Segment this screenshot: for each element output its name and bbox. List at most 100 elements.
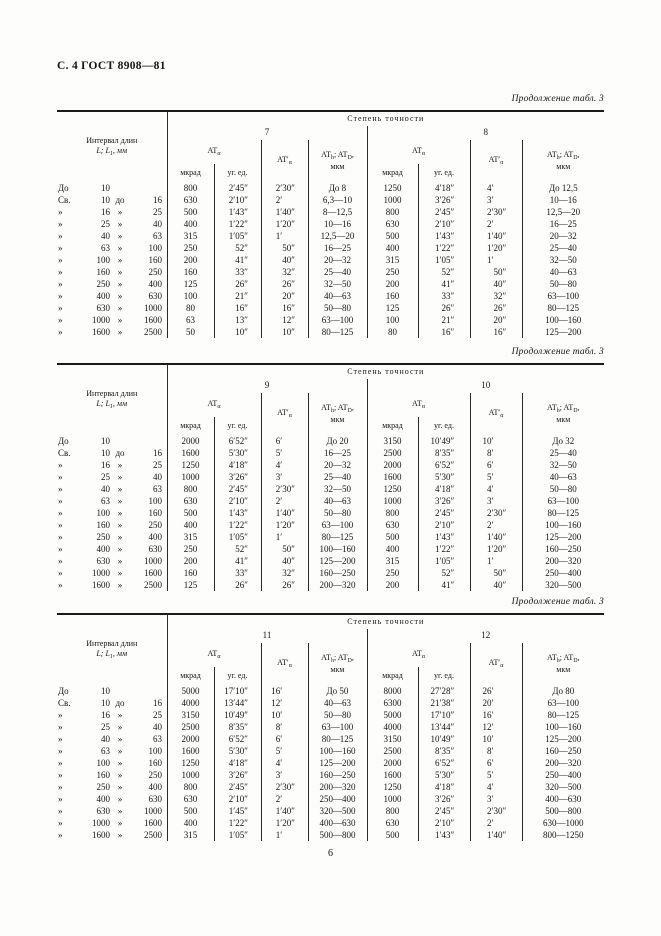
angle-value: 3′ (262, 471, 307, 483)
angle-seconds: 10″ (441, 520, 455, 530)
at-hd-header: ATh; ATD, мкм (307, 643, 368, 685)
angle-value: 3′ (471, 194, 521, 206)
cell-at-alpha-prime: 1′ 20″ (260, 817, 309, 829)
interval-part: 160 (148, 255, 163, 265)
cell-angular-units: 26″ (213, 278, 262, 290)
angle-value: 3′ 26″ (419, 793, 469, 805)
angle-value: 52″ (215, 543, 260, 555)
angle-minutes (215, 290, 235, 302)
interval-part: 1000 (92, 818, 110, 828)
interval-part: 630 (148, 291, 163, 301)
angle-minutes: 17′ (224, 686, 236, 696)
cell-at-hd: 80—125 (521, 302, 605, 314)
angle-seconds: 26″ (441, 496, 455, 506)
interval-part (130, 685, 162, 697)
angle-seconds (493, 697, 521, 709)
angle-value: 8′ 35″ (419, 745, 469, 757)
angle-value: 41″ (419, 579, 469, 591)
interval-part: » (58, 722, 63, 732)
cell-at-hd: 40—63 (307, 290, 368, 302)
angle-minutes: 1′ (275, 207, 283, 217)
angle-minutes: 8′ (434, 448, 442, 458)
cell-angular-units: 52″ (213, 543, 262, 555)
angle-seconds (282, 194, 307, 206)
header-row-1: Интервал длин L; L1, мм Степень точности (57, 364, 605, 435)
angle-seconds: 16″ (282, 303, 295, 313)
angle-minutes (419, 266, 441, 278)
interval-part: 1600 (92, 327, 110, 337)
cell-at-alpha-prime: 32″ (260, 266, 309, 278)
cell-angular-units: 52″ (213, 242, 262, 254)
angle-minutes: 2′ (486, 806, 494, 816)
cell-at-alpha-prime: 20″ (469, 314, 523, 326)
angle-minutes: 2′ (434, 219, 442, 229)
interval-part: 160 (148, 508, 163, 518)
angle-value: 4′ (262, 459, 307, 471)
angle-seconds: 32″ (493, 291, 507, 301)
angle-seconds: 41″ (441, 580, 455, 590)
angle-seconds (282, 435, 307, 447)
angle-minutes: 4′ (486, 782, 494, 792)
angle-value: 2′ 30″ (471, 507, 521, 519)
at-hd-header: ATh; ATD, мкм (521, 643, 605, 685)
angle-value: 4′ (262, 757, 307, 769)
cell-at-alpha-prime: 2′ 30″ (469, 507, 523, 519)
cell-at-hd: 320—500 (521, 781, 605, 793)
angle-value: 4′ (471, 781, 521, 793)
interval-part (130, 435, 162, 447)
interval-part: 10 (101, 183, 110, 193)
cell-interval: » 40 » 63 (57, 230, 168, 242)
cell-microrad: 315 (366, 555, 419, 567)
angle-seconds (493, 745, 521, 757)
interval-part: 400 (96, 794, 111, 804)
cell-at-alpha-prime: 1′ 40″ (469, 829, 523, 841)
angle-value: 3′ 26″ (215, 769, 260, 781)
cell-angular-units: 2′ 45″ (213, 182, 262, 194)
table-3-wrap: Интервал длин L; L1, мм Степень точности 11… (57, 613, 605, 841)
angle-seconds: 30″ (282, 183, 295, 193)
angle-seconds (493, 781, 521, 793)
cell-interval: » 160 » 250 (57, 519, 168, 531)
cell-at-alpha-prime: 10′ (260, 709, 309, 721)
table-2-wrap: Интервал длин L; L1, мм Степень точности 9 1… (57, 363, 605, 591)
interval-part: » (117, 806, 123, 816)
angle-minutes: 5′ (228, 746, 236, 756)
interval-part: 250 (148, 770, 163, 780)
cell-angular-units: 41″ (417, 579, 471, 591)
angle-seconds: 45″ (441, 207, 455, 217)
angle-seconds: 45″ (235, 782, 248, 792)
cell-at-hd: 20—32 (521, 230, 605, 242)
angle-minutes (215, 567, 235, 579)
cell-microrad: 5000 (166, 685, 215, 697)
angle-seconds: 21″ (235, 291, 248, 301)
angle-value: 1′ 40″ (262, 206, 307, 218)
angle-minutes: 1′ (275, 231, 283, 241)
angle-value: 2′ 30″ (471, 206, 521, 218)
angle-minutes (262, 242, 282, 254)
angle-value: 10′ 49″ (419, 435, 469, 447)
angle-value: 10′ (471, 733, 521, 745)
angle-minutes: 2′ (486, 818, 494, 828)
cell-at-alpha-prime: 2′ (469, 519, 523, 531)
angle-minutes: 2′ (228, 794, 236, 804)
interval-part: 63 (101, 243, 110, 253)
interval-part: » (58, 520, 63, 530)
angle-minutes: 4′ (228, 460, 236, 470)
angle-minutes (262, 254, 282, 266)
interval-value: » 63 » 100 (57, 495, 166, 507)
cell-microrad: 400 (366, 543, 419, 555)
cell-interval: » 40 » 63 (57, 483, 168, 495)
angle-minutes: 2′ (275, 195, 283, 205)
angle-seconds: 10″ (441, 710, 455, 720)
interval-value: » 1600 » 2500 (57, 579, 166, 591)
cell-at-hd: 32—50 (521, 459, 605, 471)
angle-seconds: 26″ (235, 472, 248, 482)
angle-seconds: 12″ (282, 315, 295, 325)
table-row: » 100» 160 500 1′ 43″ 1′ 40″ 50—80 800 2′ 45″ 2′ 30″ 8… (57, 507, 605, 519)
interval-part: » (117, 580, 123, 590)
angle-value: 40″ (262, 254, 307, 266)
angle-seconds: 35″ (441, 448, 455, 458)
angle-value: 26″ (419, 302, 469, 314)
cell-interval: » 400 » 630 (57, 290, 168, 302)
angle-value: 2′ 45″ (215, 483, 260, 495)
